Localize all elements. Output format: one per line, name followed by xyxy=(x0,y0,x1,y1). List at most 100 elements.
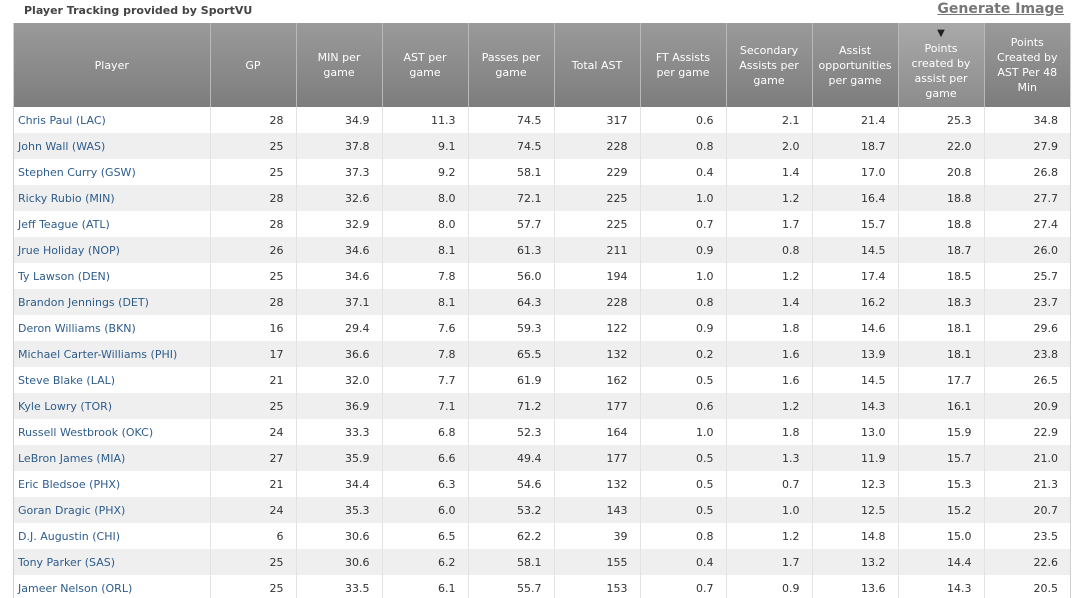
player-link[interactable]: Goran Dragic (PHX) xyxy=(14,497,211,523)
column-header-passes[interactable]: Passes per game xyxy=(468,23,555,107)
table-row: Goran Dragic (PHX) 24 35.3 6.0 53.2 143 0.5 1.0… xyxy=(14,497,1070,523)
cell-gp: 25 xyxy=(210,263,297,289)
cell-total-ast: 39 xyxy=(554,523,641,549)
cell-assist-opportunities: 18.7 xyxy=(812,133,899,159)
column-header-ft-assists[interactable]: FT Assists per game xyxy=(640,23,727,107)
column-header-min[interactable]: MIN per game xyxy=(296,23,383,107)
cell-points-created-per48: 34.8 xyxy=(984,107,1070,133)
cell-secondary-assists: 1.7 xyxy=(726,211,813,237)
cell-passes: 56.0 xyxy=(468,263,555,289)
cell-passes: 59.3 xyxy=(468,315,555,341)
cell-ast: 6.0 xyxy=(382,497,469,523)
generate-image-link[interactable]: Generate Image xyxy=(937,1,1064,17)
column-header-label: Passes per game xyxy=(481,51,541,79)
player-link[interactable]: Jeff Teague (ATL) xyxy=(14,211,211,237)
cell-min: 34.9 xyxy=(296,107,383,133)
cell-total-ast: 211 xyxy=(554,237,641,263)
cell-assist-opportunities: 14.5 xyxy=(812,367,899,393)
column-header-total-ast[interactable]: Total AST xyxy=(554,23,641,107)
cell-ast: 6.6 xyxy=(382,445,469,471)
cell-passes: 71.2 xyxy=(468,393,555,419)
table-row: Michael Carter-Williams (PHI) 17 36.6 7.8 65… xyxy=(14,341,1070,367)
column-header-assist-opportunities[interactable]: Assist opportunities per game xyxy=(812,23,899,107)
cell-min: 37.8 xyxy=(296,133,383,159)
cell-min: 37.3 xyxy=(296,159,383,185)
cell-points-created-per48: 23.7 xyxy=(984,289,1070,315)
cell-points-created-per48: 23.8 xyxy=(984,341,1070,367)
table-row: Jrue Holiday (NOP) 26 34.6 8.1 61.3 211 0.9 0.8… xyxy=(14,237,1070,263)
cell-total-ast: 132 xyxy=(554,341,641,367)
cell-points-created-per48: 20.7 xyxy=(984,497,1070,523)
cell-assist-opportunities: 17.0 xyxy=(812,159,899,185)
player-link[interactable]: Ty Lawson (DEN) xyxy=(14,263,211,289)
player-link[interactable]: Deron Williams (BKN) xyxy=(14,315,211,341)
cell-secondary-assists: 1.2 xyxy=(726,263,813,289)
player-link[interactable]: Kyle Lowry (TOR) xyxy=(14,393,211,419)
cell-points-created: 15.7 xyxy=(898,445,985,471)
player-link[interactable]: Russell Westbrook (OKC) xyxy=(14,419,211,445)
cell-points-created-per48: 26.8 xyxy=(984,159,1070,185)
player-link[interactable]: Ricky Rubio (MIN) xyxy=(14,185,211,211)
table-body: Chris Paul (LAC) 28 34.9 11.3 74.5 317 0.6 2.1 2… xyxy=(14,107,1070,598)
column-header-label: FT Assists per game xyxy=(655,51,711,79)
player-link[interactable]: Brandon Jennings (DET) xyxy=(14,289,211,315)
cell-min: 32.6 xyxy=(296,185,383,211)
column-header-points-created[interactable]: ▼ Points created by assist per game xyxy=(898,23,985,107)
cell-ast: 6.1 xyxy=(382,575,469,598)
cell-points-created: 18.5 xyxy=(898,263,985,289)
cell-points-created: 14.3 xyxy=(898,575,985,598)
column-header-label: Secondary Assists per game xyxy=(739,43,799,87)
cell-ft-assists: 0.8 xyxy=(640,133,727,159)
column-header-ast[interactable]: AST per game xyxy=(382,23,469,107)
cell-total-ast: 229 xyxy=(554,159,641,185)
cell-points-created: 18.8 xyxy=(898,185,985,211)
cell-passes: 55.7 xyxy=(468,575,555,598)
column-header-label: Assist opportunities per game xyxy=(818,43,892,87)
player-link[interactable]: Tony Parker (SAS) xyxy=(14,549,211,575)
cell-points-created: 15.3 xyxy=(898,471,985,497)
cell-ft-assists: 1.0 xyxy=(640,185,727,211)
column-header-points-created-per48[interactable]: Points Created by AST Per 48 Min xyxy=(984,23,1070,107)
cell-secondary-assists: 1.2 xyxy=(726,185,813,211)
cell-ast: 7.7 xyxy=(382,367,469,393)
cell-assist-opportunities: 16.4 xyxy=(812,185,899,211)
cell-gp: 26 xyxy=(210,237,297,263)
cell-points-created: 15.2 xyxy=(898,497,985,523)
column-header-gp[interactable]: GP xyxy=(210,23,297,107)
cell-ft-assists: 1.0 xyxy=(640,263,727,289)
player-link[interactable]: Michael Carter-Williams (PHI) xyxy=(14,341,211,367)
cell-points-created: 15.9 xyxy=(898,419,985,445)
player-link[interactable]: Chris Paul (LAC) xyxy=(14,107,211,133)
cell-ft-assists: 0.4 xyxy=(640,159,727,185)
cell-points-created-per48: 27.4 xyxy=(984,211,1070,237)
cell-points-created: 22.0 xyxy=(898,133,985,159)
player-link[interactable]: Jameer Nelson (ORL) xyxy=(14,575,211,598)
cell-assist-opportunities: 14.3 xyxy=(812,393,899,419)
cell-secondary-assists: 1.8 xyxy=(726,315,813,341)
cell-ft-assists: 1.0 xyxy=(640,419,727,445)
cell-secondary-assists: 1.4 xyxy=(726,289,813,315)
cell-min: 32.9 xyxy=(296,211,383,237)
column-header-player[interactable]: Player xyxy=(14,23,211,107)
cell-assist-opportunities: 14.5 xyxy=(812,237,899,263)
player-link[interactable]: Eric Bledsoe (PHX) xyxy=(14,471,211,497)
cell-ft-assists: 0.5 xyxy=(640,471,727,497)
cell-total-ast: 177 xyxy=(554,393,641,419)
player-link[interactable]: Steve Blake (LAL) xyxy=(14,367,211,393)
player-link[interactable]: LeBron James (MIA) xyxy=(14,445,211,471)
cell-points-created-per48: 27.9 xyxy=(984,133,1070,159)
column-header-secondary-assists[interactable]: Secondary Assists per game xyxy=(726,23,813,107)
cell-passes: 74.5 xyxy=(468,133,555,159)
player-link[interactable]: D.J. Augustin (CHI) xyxy=(14,523,211,549)
table-row: Kyle Lowry (TOR) 25 36.9 7.1 71.2 177 0.6 1.2 14… xyxy=(14,393,1070,419)
cell-ast: 7.8 xyxy=(382,341,469,367)
table-row: Deron Williams (BKN) 16 29.4 7.6 59.3 122 0.9 1… xyxy=(14,315,1070,341)
cell-assist-opportunities: 21.4 xyxy=(812,107,899,133)
cell-passes: 53.2 xyxy=(468,497,555,523)
cell-points-created: 15.0 xyxy=(898,523,985,549)
table-row: Ty Lawson (DEN) 25 34.6 7.8 56.0 194 1.0 1.2 17.… xyxy=(14,263,1070,289)
player-link[interactable]: John Wall (WAS) xyxy=(14,133,211,159)
cell-gp: 25 xyxy=(210,575,297,598)
player-link[interactable]: Stephen Curry (GSW) xyxy=(14,159,211,185)
player-link[interactable]: Jrue Holiday (NOP) xyxy=(14,237,211,263)
